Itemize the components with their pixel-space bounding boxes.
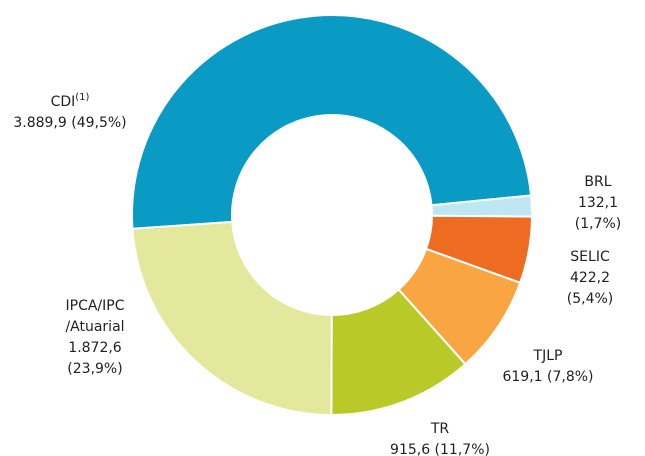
footnote-marker: (1) bbox=[75, 92, 90, 103]
slice-label: TJLP 619,1 (7,8%) bbox=[502, 346, 593, 388]
category-text: IPCA/IPC /Atuarial bbox=[65, 298, 125, 335]
slice-label: SELIC 422,2 (5,4%) bbox=[563, 247, 618, 310]
slice-label: TR 915,6 (11,7%) bbox=[390, 419, 490, 456]
value-label: 1.872,6 (23,9%) bbox=[67, 340, 123, 377]
value-label: 915,6 (11,7%) bbox=[390, 442, 490, 456]
category-label: TJLP bbox=[502, 346, 593, 367]
category-text: TJLP bbox=[533, 348, 563, 364]
value-label: 3.889,9 (49,5%) bbox=[13, 115, 127, 131]
donut-slice bbox=[131, 220, 333, 417]
category-label: SELIC bbox=[563, 247, 618, 268]
category-label: BRL bbox=[575, 172, 622, 193]
category-label: TR bbox=[390, 419, 490, 440]
category-text: SELIC bbox=[570, 249, 610, 265]
category-label: CDI(1) bbox=[13, 92, 126, 113]
slice-label: BRL 132,1 (1,7%) bbox=[575, 172, 622, 235]
slice-label: IPCA/IPC /Atuarial 1.872,6 (23,9%) bbox=[50, 296, 140, 380]
value-label: 422,2 (5,4%) bbox=[566, 270, 614, 307]
slice-label: CDI(1) 3.889,9 (49,5%) bbox=[13, 92, 126, 134]
value-label: 619,1 (7,8%) bbox=[502, 369, 594, 385]
category-text: TR bbox=[430, 421, 450, 437]
donut-slice bbox=[131, 13, 533, 230]
category-text: CDI bbox=[50, 94, 76, 110]
category-label: IPCA/IPC /Atuarial bbox=[50, 296, 140, 338]
value-label: 132,1 (1,7%) bbox=[574, 195, 622, 232]
category-text: BRL bbox=[584, 174, 612, 190]
